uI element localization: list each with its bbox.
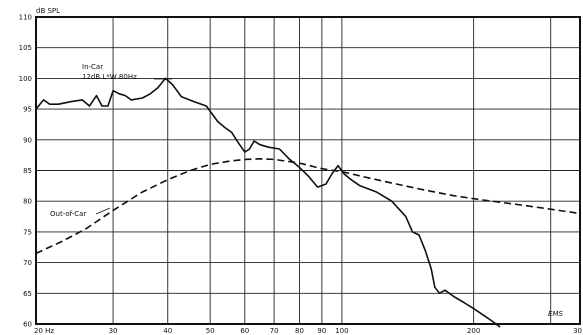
series-group: In-Car 12dB L*W 80Hz Out-of-Car	[35, 63, 581, 328]
x-tick-labels: 20 Hz 30 40 50 60 70 80 90 100 200 30	[34, 327, 582, 335]
y-tick-label: 75	[23, 228, 32, 236]
plot-frame	[35, 16, 581, 325]
y-tick-label: 70	[23, 259, 32, 267]
in-car-line	[35, 77, 501, 328]
y-tick-label: 60	[23, 321, 32, 329]
y-tick-label: 65	[23, 290, 32, 298]
x-tick-label: 30	[573, 327, 582, 335]
x-tick-label: 100	[335, 327, 348, 335]
x-tick-label: 200	[467, 327, 480, 335]
x-tick-label: 90	[317, 327, 326, 335]
y-tick-labels: 60 65 70 75 80 85 90 95 100 105 110	[19, 14, 32, 329]
x-tick-label: 60	[240, 327, 249, 335]
out-of-car-leader-line	[95, 207, 111, 215]
y-tick-label: 95	[23, 106, 32, 114]
in-car-annotation-line: In-Car	[82, 63, 103, 71]
y-tick-label: 110	[19, 14, 32, 22]
x-tick-label: 20 Hz	[34, 327, 54, 335]
x-tick-label: 80	[295, 327, 304, 335]
y-axis-label: dB SPL	[36, 7, 60, 15]
y-tick-label: 100	[19, 75, 32, 83]
y-tick-label: 85	[23, 167, 32, 175]
out-of-car-line	[35, 158, 581, 255]
x-tick-label: 40	[163, 327, 172, 335]
y-tick-label: 90	[23, 136, 32, 144]
x-tick-label: 70	[270, 327, 279, 335]
out-of-car-annotation: Out-of-Car	[50, 210, 86, 218]
in-car-annotation-line: 12dB L*W 80Hz	[82, 73, 137, 81]
y-tick-label: 105	[19, 44, 32, 52]
y-tick-label: 80	[23, 198, 32, 206]
watermark-text: EMS	[548, 310, 563, 318]
x-tick-label: 50	[206, 327, 215, 335]
x-tick-label: 30	[109, 327, 118, 335]
